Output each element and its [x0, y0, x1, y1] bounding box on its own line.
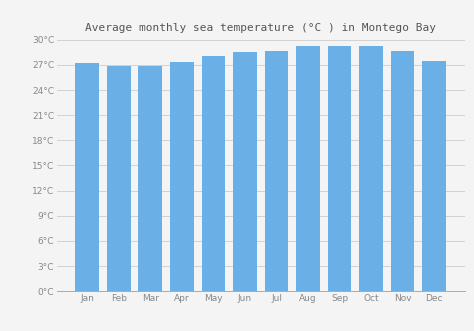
Bar	[138, 66, 162, 291]
Title: Average monthly sea temperature (°C ) in Montego Bay: Average monthly sea temperature (°C ) in…	[85, 24, 436, 33]
Bar	[233, 52, 257, 291]
Bar	[170, 62, 194, 291]
Bar	[328, 46, 351, 291]
Bar	[422, 61, 446, 291]
Bar	[201, 57, 225, 291]
Bar	[391, 51, 414, 291]
Bar	[359, 46, 383, 291]
Bar	[107, 66, 131, 291]
Bar	[264, 51, 288, 291]
Bar	[296, 46, 320, 291]
Bar	[75, 63, 99, 291]
